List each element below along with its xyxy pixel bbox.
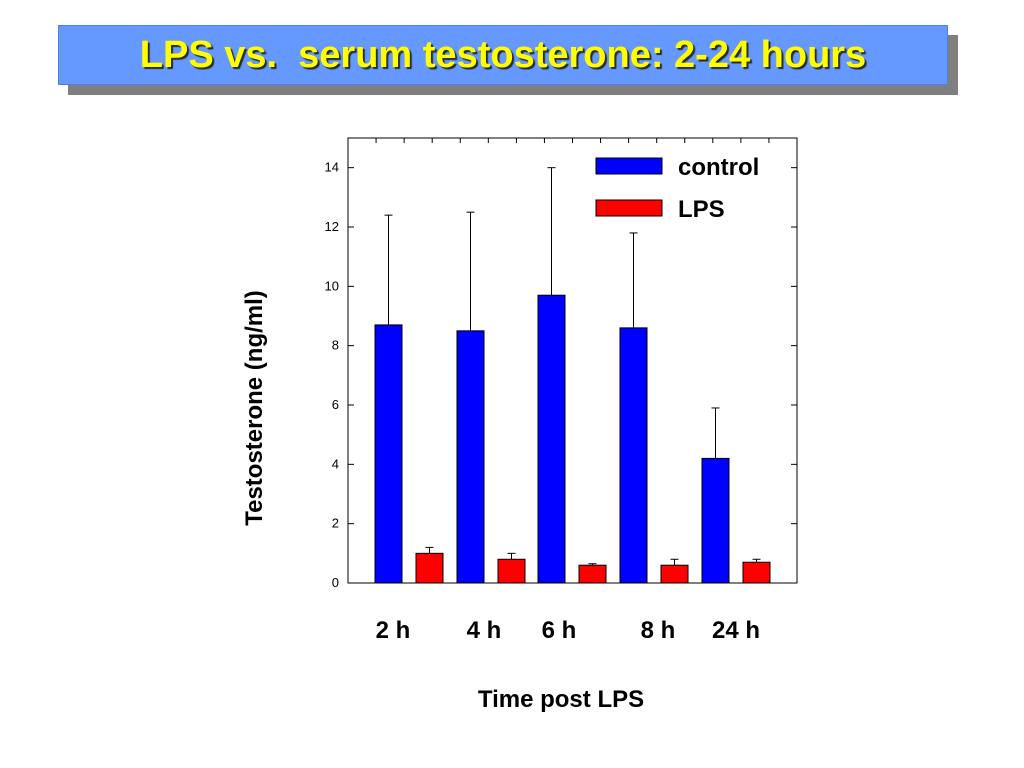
y-tick-label: 0	[332, 575, 339, 590]
title-banner: LPS vs. serum testosterone: 2-24 hours	[58, 25, 948, 85]
legend-label-lps: LPS	[678, 196, 725, 223]
legend-swatch-control	[595, 157, 663, 175]
y-tick-label: 4	[332, 456, 339, 471]
legend-swatch-lps	[595, 199, 663, 217]
slide-title: LPS vs. serum testosterone: 2-24 hours	[139, 33, 867, 76]
bar-control	[619, 327, 648, 584]
y-tick-label: 10	[325, 278, 339, 293]
y-tick-label: 6	[332, 397, 339, 412]
bar-control	[374, 324, 403, 584]
bar-lps	[497, 558, 526, 584]
bar-lps	[742, 561, 771, 584]
x-axis-title: Time post LPS	[478, 686, 644, 713]
y-tick-label: 14	[325, 160, 339, 175]
plot-frame	[347, 137, 798, 584]
y-tick-label: 12	[325, 219, 339, 234]
y-tick-label: 2	[332, 516, 339, 531]
x-category-label: 4 h	[467, 617, 502, 644]
x-category-label: 2 h	[376, 617, 411, 644]
x-category-label: 6 h	[542, 617, 577, 644]
bar-control	[456, 330, 485, 584]
legend-label-control: control	[678, 154, 759, 181]
bar-control	[701, 457, 730, 584]
plot-area: 0 2 4 6 8 10 12 14 2 h 4 h 6 h 8 h 24 h control LPS	[325, 137, 798, 644]
y-tick-label: 8	[332, 338, 339, 353]
x-category-label: 24 h	[712, 617, 760, 644]
bar-lps	[660, 564, 689, 584]
x-category-label: 8 h	[641, 617, 676, 644]
bar-lps	[415, 552, 444, 584]
bar-control	[537, 294, 566, 584]
bar-lps	[578, 564, 607, 584]
y-axis-title: Testosterone (ng/ml)	[241, 290, 268, 526]
